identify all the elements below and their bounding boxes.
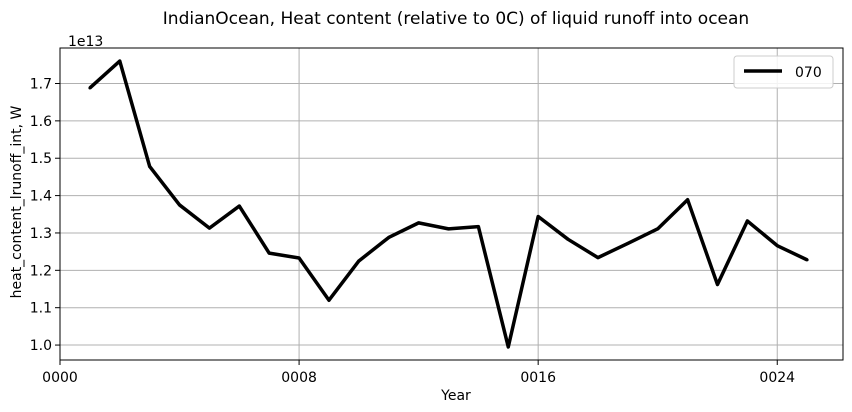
data-point (447, 227, 451, 231)
y-tick-label: 1.6 (30, 114, 52, 130)
x-tick-label: 0016 (520, 370, 556, 386)
data-point (536, 215, 540, 219)
data-point (178, 203, 182, 207)
data-point (775, 244, 779, 248)
data-point (207, 226, 211, 230)
data-point (656, 227, 660, 231)
data-point (267, 251, 271, 255)
x-axis-ticks: 0000 0008 0016 0024 (42, 360, 795, 386)
y-tick-label: 1.0 (30, 338, 52, 354)
data-point (686, 198, 690, 202)
x-tick-label: 0024 (759, 370, 795, 386)
data-point (327, 298, 331, 302)
data-point (417, 221, 421, 225)
data-point (506, 345, 510, 349)
data-point (387, 235, 391, 239)
data-point (88, 86, 92, 90)
data-point (805, 258, 809, 262)
y-tick-label: 1.2 (30, 263, 52, 279)
data-point (357, 259, 361, 263)
y-axis-label: heat_content_lrunoff_int, W (9, 105, 25, 298)
data-point (566, 237, 570, 241)
y-tick-label: 1.3 (30, 226, 52, 242)
y-tick-label: 1.5 (30, 151, 52, 167)
x-axis-label: Year (440, 388, 471, 404)
y-axis-ticks: 1.0 1.1 1.2 1.3 1.4 1.5 1.6 1.7 (30, 76, 60, 354)
data-point (626, 241, 630, 245)
data-point (476, 225, 480, 229)
y-tick-label: 1.7 (30, 76, 52, 92)
plot-frame (59, 47, 844, 361)
y-axis-offset-text: 1e13 (68, 34, 103, 50)
x-tick-label: 0000 (42, 370, 78, 386)
series-layer (88, 59, 809, 349)
data-point (148, 164, 152, 168)
data-point (745, 219, 749, 223)
chart-title: IndianOcean, Heat content (relative to 0… (163, 9, 749, 29)
legend-box (733, 55, 834, 89)
data-point (715, 283, 719, 287)
data-point (237, 204, 241, 208)
legend-label-070: 070 (795, 65, 822, 81)
legend: 070 (733, 55, 834, 89)
y-tick-label: 1.4 (30, 189, 52, 205)
y-tick-label: 1.1 (30, 301, 52, 317)
x-tick-label: 0008 (281, 370, 317, 386)
data-point (118, 59, 122, 63)
data-point (596, 256, 600, 260)
data-point (297, 256, 301, 260)
series-line-070 (88, 59, 808, 349)
